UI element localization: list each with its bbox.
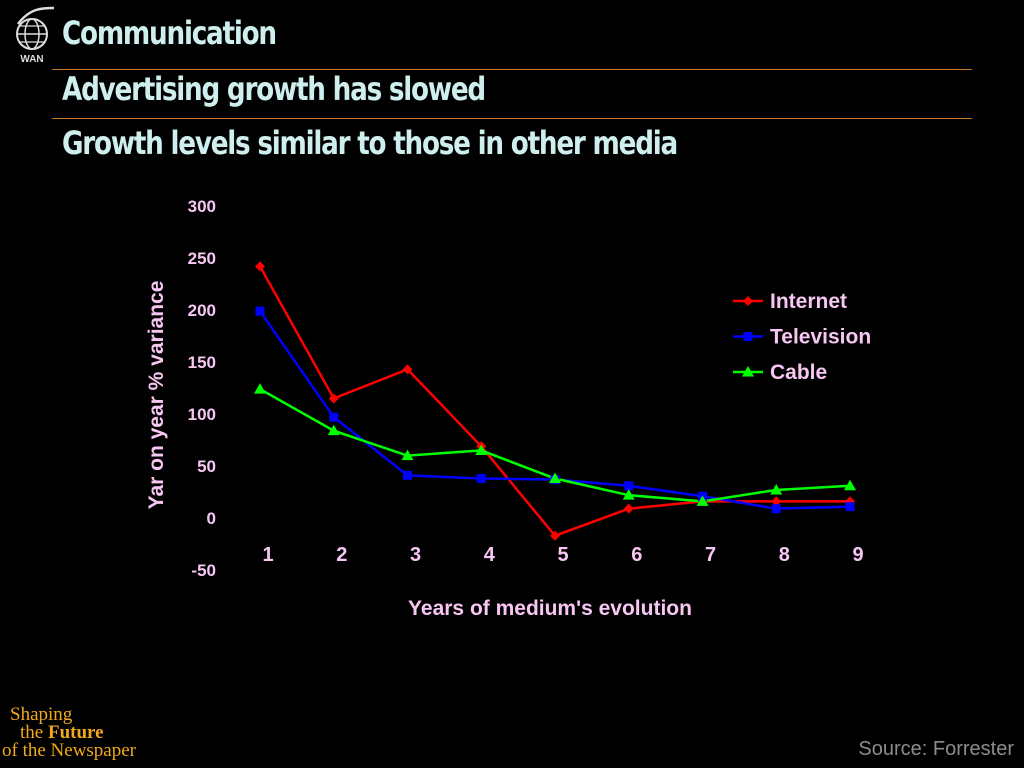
data-point-internet: [255, 261, 265, 272]
data-point-internet: [328, 393, 339, 404]
brand-tagline: Shaping the Future of the Newspaper: [2, 704, 137, 761]
legend-label-television: Television: [770, 326, 871, 349]
y-tick-label: 150: [188, 353, 216, 372]
slide-subtitle-secondary: Growth levels similar to those in other …: [62, 124, 678, 162]
brand-line-2: the Future: [2, 722, 136, 743]
y-axis-label: Yar on year % variance: [145, 281, 168, 510]
legend-marker-cable: [742, 366, 754, 377]
data-point-cable: [844, 479, 856, 491]
legend-marker-internet: [743, 296, 753, 306]
wan-logo: WAN: [16, 6, 55, 65]
data-point-television: [771, 504, 781, 514]
x-tick-label: 3: [410, 544, 421, 566]
x-tick-label: 7: [705, 544, 716, 566]
source-note: Source: Forrester: [858, 738, 1014, 760]
legend-label-cable: Cable: [770, 361, 827, 384]
divider: [52, 69, 972, 70]
data-point-cable: [327, 424, 340, 436]
series-line-internet: [258, 265, 850, 538]
y-tick-label: 200: [188, 301, 216, 320]
data-point-television: [624, 481, 634, 491]
data-point-cable: [549, 472, 561, 484]
legend-marker-television: [743, 332, 753, 341]
data-point-internet: [550, 530, 560, 541]
divider: [52, 118, 972, 119]
x-tick-label: 6: [631, 544, 642, 566]
brand-line-2-prefix: the: [20, 722, 48, 743]
x-axis-label: Years of medium's evolution: [408, 597, 692, 620]
y-tick-label: 250: [188, 249, 216, 268]
data-point-television: [403, 470, 412, 480]
slide-title: Communication: [62, 14, 277, 52]
x-tick-label: 2: [336, 544, 347, 566]
data-point-cable: [401, 449, 414, 461]
x-tick-label: 8: [779, 544, 790, 566]
data-point-cable: [622, 489, 635, 500]
legend-label-internet: Internet: [770, 290, 847, 313]
x-tick-label: 9: [852, 544, 863, 566]
y-tick-label: 300: [188, 197, 216, 216]
y-tick-label: 0: [207, 509, 216, 528]
data-point-cable: [254, 383, 266, 394]
logo-text: WAN: [20, 54, 43, 65]
data-point-cable: [475, 444, 488, 455]
brand-line-1: Shaping: [10, 704, 73, 725]
data-point-television: [845, 502, 855, 512]
data-point-internet: [402, 364, 413, 375]
data-point-internet: [623, 503, 634, 514]
brand-line-2-bold: Future: [47, 722, 104, 743]
data-point-television: [329, 412, 339, 422]
y-tick-label: -50: [191, 561, 216, 580]
x-tick-label: 5: [557, 544, 568, 566]
data-point-television: [476, 474, 486, 484]
brand-line-3: of the Newspaper: [2, 740, 137, 761]
data-point-internet: [771, 496, 782, 507]
y-tick-label: 100: [188, 405, 216, 424]
data-point-television: [255, 306, 265, 316]
y-tick-label: 50: [197, 457, 216, 476]
data-point-cable: [770, 483, 783, 495]
data-point-cable: [696, 495, 709, 506]
x-tick-label: 4: [484, 544, 496, 566]
series-line-cable: [259, 387, 851, 503]
slide-subtitle: Advertising growth has slowed: [62, 70, 486, 108]
x-tick-label: 1: [262, 544, 273, 566]
chart-legend: Internet Television Cable: [733, 290, 871, 384]
